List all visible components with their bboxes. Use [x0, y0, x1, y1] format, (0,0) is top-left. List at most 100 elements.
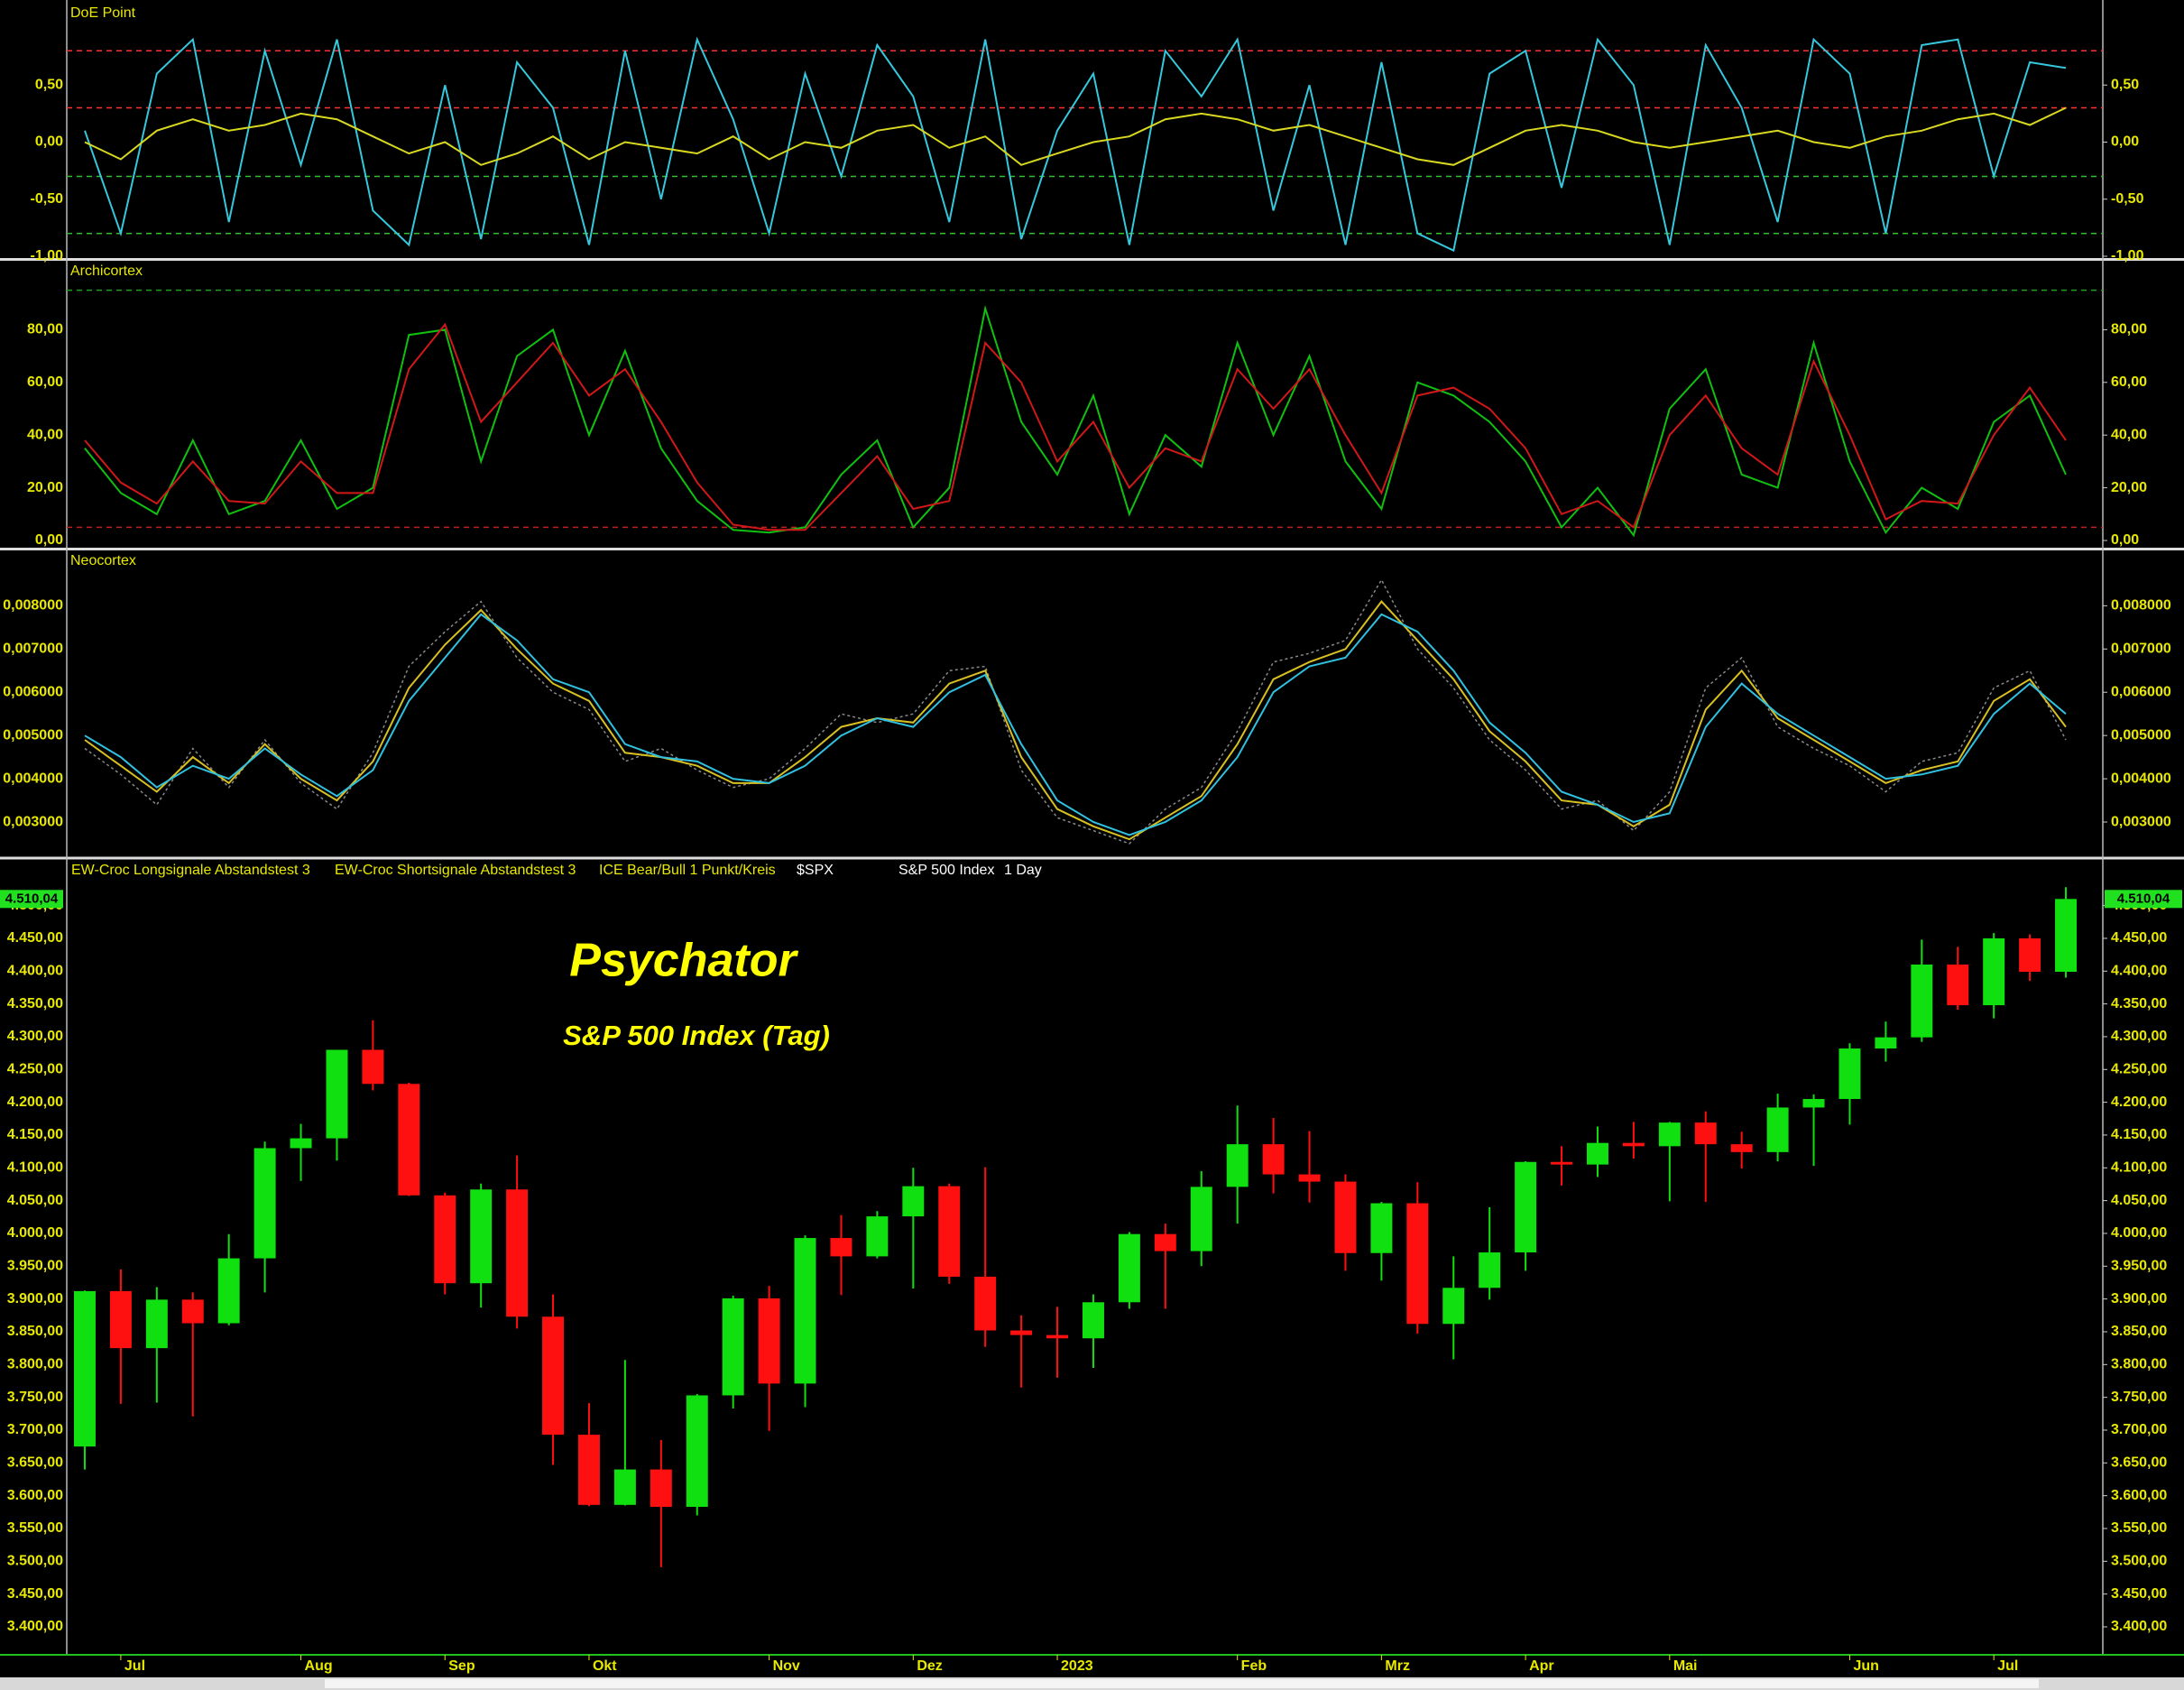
indicator-line: [84, 305, 2067, 538]
candle-body: [758, 1298, 780, 1384]
panel-title: DoE Point: [70, 5, 136, 21]
y-tick-label: 4.050,00: [7, 1193, 63, 1208]
y-tick-label: 3.600,00: [2111, 1488, 2167, 1503]
candle-body: [506, 1189, 529, 1317]
y-tick-label: 4.200,00: [7, 1094, 63, 1110]
candle-body: [613, 1469, 636, 1505]
candle-body: [1082, 1302, 1104, 1339]
candle-body: [1586, 1142, 1608, 1165]
y-tick-label: -1,00: [31, 248, 64, 263]
y-tick-label: 4.100,00: [7, 1160, 63, 1176]
x-tick-label: Feb: [1241, 1658, 1267, 1674]
y-tick-label: 3.400,00: [2111, 1619, 2167, 1634]
y-tick-label: 0,008000: [2111, 598, 2171, 614]
y-tick-label: 0,00: [35, 532, 63, 548]
candle-body: [1730, 1144, 1753, 1152]
y-tick-label: 20,00: [2111, 480, 2147, 495]
x-tick-label: Jul: [124, 1658, 145, 1674]
y-tick-label: 3.650,00: [2111, 1455, 2167, 1471]
y-tick-label: 3.850,00: [7, 1324, 63, 1339]
x-tick-label: Nov: [773, 1658, 800, 1674]
y-tick-label: 3.950,00: [7, 1259, 63, 1274]
y-tick-label: 4.000,00: [7, 1225, 63, 1241]
y-tick-label: 60,00: [27, 374, 63, 390]
candle-body: [1838, 1048, 1861, 1099]
candle-body: [1694, 1122, 1717, 1145]
symbol[interactable]: $SPX: [797, 863, 834, 878]
y-tick-label: 3.900,00: [2111, 1291, 2167, 1307]
candle-body: [1046, 1334, 1069, 1339]
indicator-line: [84, 36, 2067, 253]
candle-body: [902, 1186, 925, 1217]
last-price-tag: [2105, 890, 2182, 909]
candle-body: [1479, 1252, 1501, 1288]
candle-body: [1190, 1187, 1212, 1251]
candle-body: [1947, 965, 1969, 1006]
candle-body: [2019, 937, 2041, 973]
candle-body: [1298, 1174, 1321, 1182]
y-tick-label: 80,00: [2111, 322, 2147, 337]
y-tick-label: 0,50: [35, 77, 63, 92]
candle-body: [542, 1316, 565, 1436]
y-tick-label: -0,50: [2111, 191, 2144, 207]
candle-body: [73, 1290, 96, 1447]
y-tick-label: 4.300,00: [7, 1029, 63, 1044]
x-tick-label: Jun: [1853, 1658, 1878, 1674]
y-tick-label: 4.050,00: [2111, 1193, 2167, 1208]
instrument[interactable]: S&P 500 Index: [898, 863, 994, 878]
y-tick-label: 4.400,00: [7, 963, 63, 978]
y-tick-label: 0,50: [2111, 77, 2139, 92]
candle-body: [1875, 1037, 1897, 1049]
candle-body: [253, 1148, 276, 1259]
y-tick-label: 4.250,00: [7, 1062, 63, 1077]
y-tick-label: 3.500,00: [7, 1554, 63, 1569]
y-tick-label: 3.800,00: [7, 1357, 63, 1372]
y-tick-label: 4.100,00: [2111, 1160, 2167, 1176]
x-tick-label: Jul: [1997, 1658, 2018, 1674]
toolbar-item[interactable]: ICE Bear/Bull 1 Punkt/Kreis: [599, 863, 776, 878]
y-tick-label: 3.450,00: [2111, 1586, 2167, 1602]
y-tick-label: 4.250,00: [2111, 1062, 2167, 1077]
candle-body: [434, 1195, 456, 1284]
y-tick-label: 3.600,00: [7, 1488, 63, 1503]
indicator-line: [84, 613, 2067, 836]
panel-title: Neocortex: [70, 553, 136, 568]
candle-body: [290, 1138, 312, 1149]
toolbar-item[interactable]: EW-Croc Longsignale Abstandstest 3: [71, 863, 310, 878]
candle-body: [1983, 937, 2005, 1006]
y-tick-label: 4.000,00: [2111, 1225, 2167, 1241]
y-tick-label: 3.550,00: [7, 1520, 63, 1536]
candle-body: [1622, 1142, 1645, 1147]
last-price-label: 4.510,04: [5, 891, 59, 906]
y-tick-label: 3.750,00: [2111, 1390, 2167, 1405]
y-tick-label: 0,005000: [2111, 727, 2171, 743]
toolbar-item[interactable]: EW-Croc Shortsignale Abstandstest 3: [335, 863, 576, 878]
x-tick-label: Dez: [917, 1658, 942, 1674]
x-tick-label: Apr: [1529, 1658, 1554, 1674]
candle-body: [181, 1299, 204, 1324]
candle-body: [1406, 1203, 1429, 1325]
candle-body: [1370, 1203, 1393, 1253]
candle-body: [1442, 1288, 1465, 1325]
interval[interactable]: 1 Day: [1004, 863, 1042, 878]
candle-body: [109, 1290, 132, 1349]
candle-body: [974, 1276, 997, 1331]
x-tick-label: Okt: [593, 1658, 617, 1674]
candle-body: [1262, 1144, 1285, 1175]
candle-body: [1658, 1122, 1681, 1147]
y-tick-label: 3.750,00: [7, 1390, 63, 1405]
candle-body: [362, 1049, 384, 1085]
x-tick-label: Mrz: [1385, 1658, 1410, 1674]
y-tick-label: 0,004000: [2111, 771, 2171, 786]
scrollbar-thumb[interactable]: [325, 1679, 2039, 1688]
candle-body: [326, 1049, 348, 1139]
y-tick-label: 0,008000: [3, 598, 63, 614]
y-tick-label: 0,00: [2111, 134, 2139, 150]
y-tick-label: 3.850,00: [2111, 1324, 2167, 1339]
y-tick-label: 0,003000: [2111, 814, 2171, 829]
y-tick-label: 3.650,00: [7, 1455, 63, 1471]
y-tick-label: 3.450,00: [7, 1586, 63, 1602]
candle-body: [794, 1238, 816, 1384]
candle-body: [1766, 1107, 1789, 1152]
